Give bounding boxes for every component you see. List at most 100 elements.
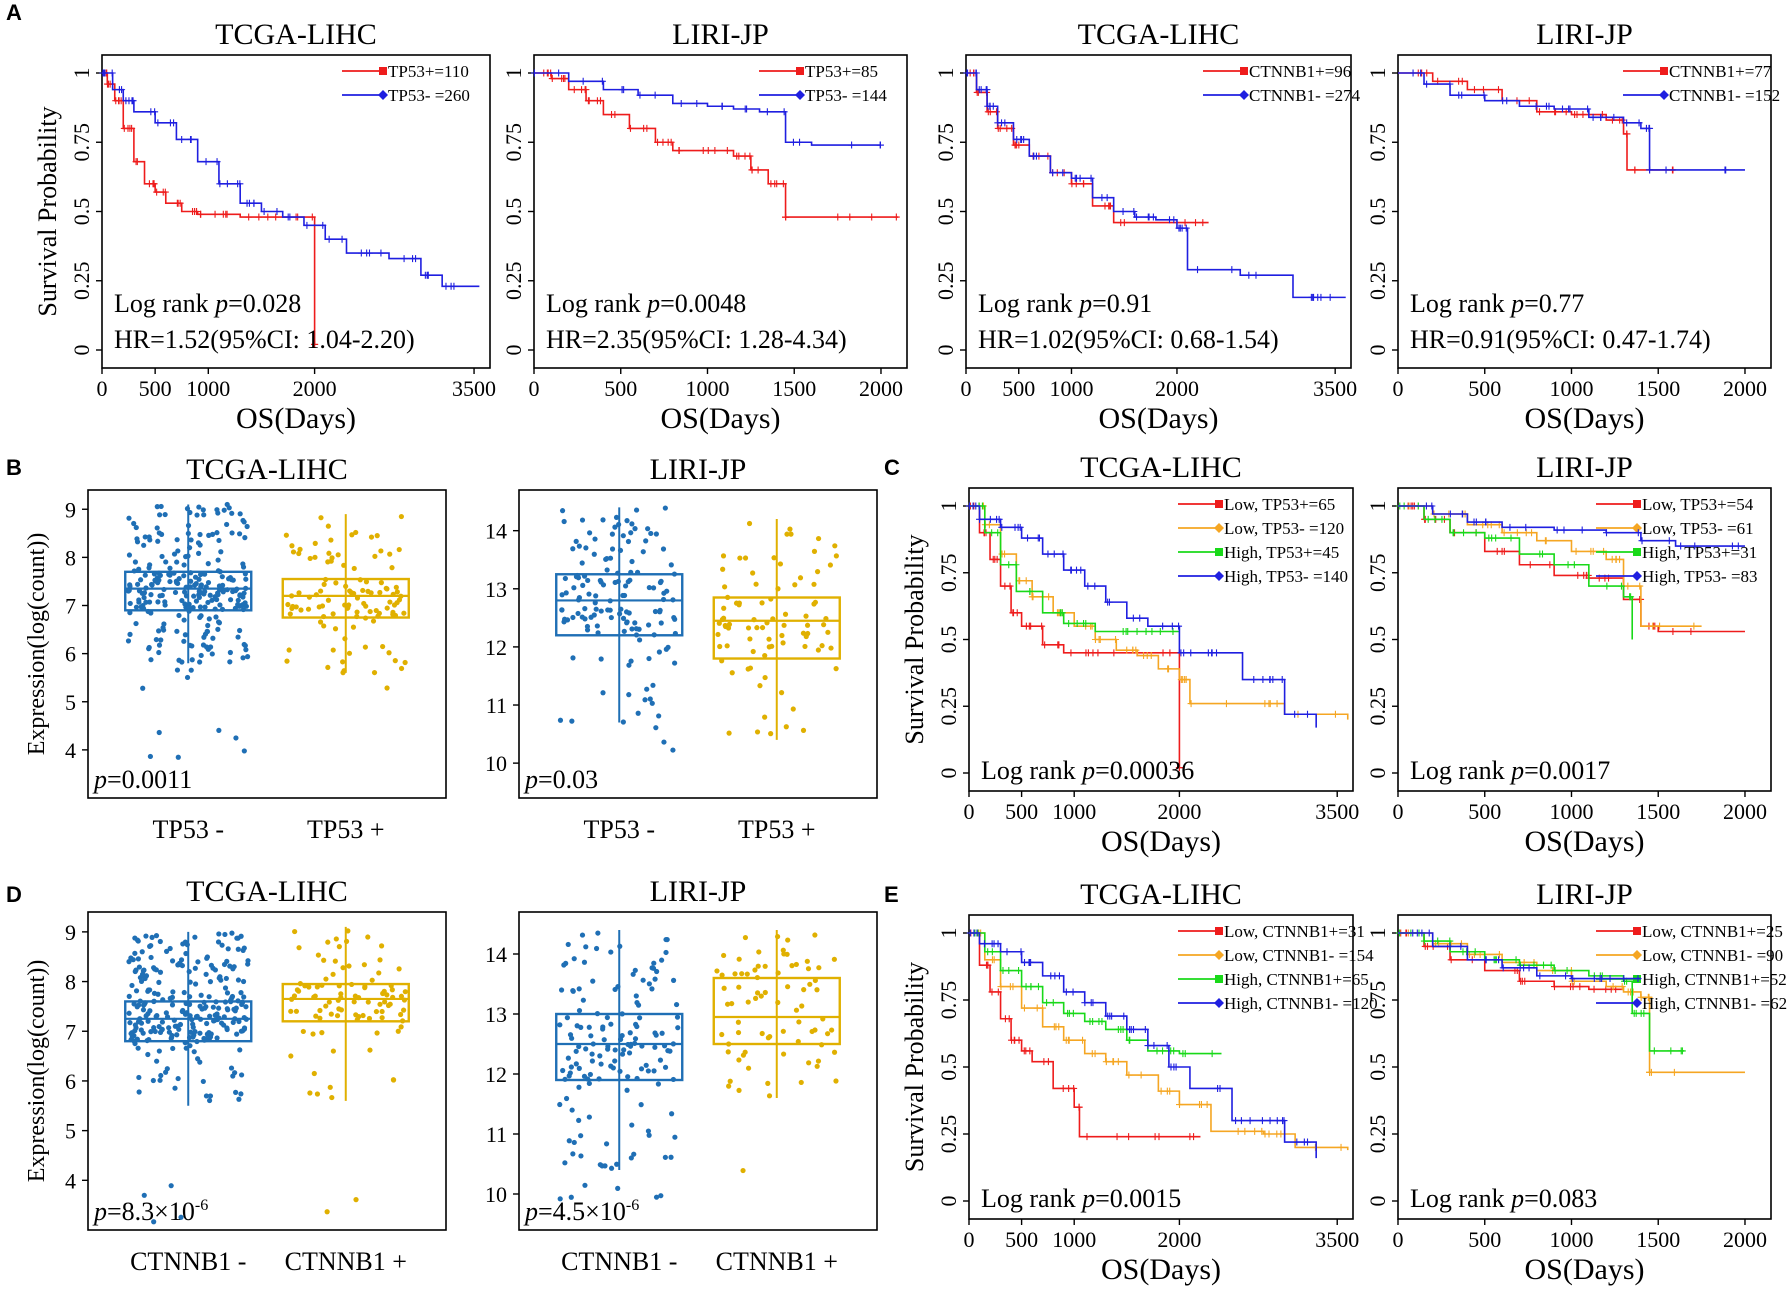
- censor-mark: [1691, 542, 1699, 550]
- data-point: [357, 577, 363, 583]
- data-point: [302, 983, 308, 989]
- censor-mark: [582, 86, 590, 94]
- data-point: [362, 615, 369, 621]
- data-point: [583, 1046, 589, 1052]
- legend-marker: [1632, 571, 1642, 581]
- data-point: [129, 982, 135, 989]
- censor-mark: [1069, 988, 1077, 996]
- data-point: [318, 588, 324, 594]
- data-point: [757, 683, 763, 689]
- censor-mark: [236, 180, 244, 188]
- data-point: [398, 665, 405, 672]
- y-tick-label: 1: [936, 501, 961, 512]
- x-tick-label: 1000: [1549, 376, 1593, 401]
- data-point: [354, 595, 361, 601]
- censor-mark: [1687, 627, 1695, 635]
- data-point: [716, 620, 722, 626]
- censor-mark: [1446, 510, 1454, 518]
- data-point: [147, 753, 153, 760]
- data-point: [643, 538, 649, 544]
- box-iqr: [281, 982, 410, 1023]
- data-point: [729, 1000, 735, 1007]
- data-point: [333, 936, 339, 942]
- x-tick-label: 0: [964, 1227, 975, 1252]
- data-point: [565, 1055, 571, 1061]
- data-point: [617, 1068, 623, 1074]
- data-point: [184, 506, 191, 512]
- censor-mark: [1140, 652, 1148, 660]
- censor-mark: [1026, 958, 1034, 966]
- censor-mark: [988, 529, 996, 537]
- data-point: [317, 619, 324, 625]
- censor-mark: [1104, 598, 1112, 606]
- data-point: [238, 1091, 244, 1097]
- data-point: [803, 613, 809, 619]
- stat-annotation: Log rank p=0.0048: [546, 289, 746, 318]
- censor-mark: [1049, 169, 1057, 177]
- data-point: [759, 624, 766, 631]
- legend-marker: [1215, 975, 1223, 983]
- data-point: [598, 608, 604, 614]
- data-point: [570, 546, 576, 552]
- censor-mark: [260, 208, 268, 215]
- data-point: [343, 938, 350, 944]
- censor-mark: [1166, 1087, 1174, 1095]
- censor-mark: [1035, 534, 1043, 542]
- data-point: [145, 1018, 151, 1024]
- data-point: [242, 535, 248, 541]
- censor-mark: [984, 948, 992, 956]
- censor-mark: [1250, 676, 1258, 684]
- censor-mark: [1062, 988, 1070, 996]
- plot-frame: [518, 489, 878, 799]
- data-point: [215, 590, 221, 596]
- data-point: [663, 949, 669, 956]
- y-tick-label: 1: [1365, 928, 1390, 939]
- data-point: [573, 1061, 579, 1067]
- censor-mark: [1055, 641, 1063, 649]
- data-point: [593, 945, 600, 952]
- data-point: [336, 944, 342, 950]
- data-point: [180, 1007, 186, 1014]
- censor-mark: [998, 523, 1006, 531]
- y-tick-label: 12: [485, 1062, 507, 1087]
- censor-mark: [1631, 166, 1639, 174]
- censor-mark: [1176, 1101, 1183, 1109]
- censor-mark: [1075, 1103, 1083, 1111]
- censor-mark: [1159, 1047, 1167, 1055]
- data-point: [367, 608, 373, 615]
- data-point: [721, 952, 727, 959]
- data-point: [133, 524, 139, 531]
- data-point: [151, 571, 158, 577]
- data-point: [775, 999, 781, 1006]
- data-point: [617, 1036, 624, 1042]
- legend-marker: [1215, 548, 1223, 556]
- censor-mark: [154, 119, 162, 127]
- censor-mark: [1460, 529, 1468, 537]
- censor-mark: [153, 188, 161, 196]
- y-tick-label: 0: [936, 1196, 961, 1207]
- data-point: [237, 627, 243, 634]
- data-point: [380, 643, 386, 650]
- censor-mark: [993, 108, 1001, 116]
- data-point: [354, 1017, 360, 1023]
- data-point: [736, 1087, 742, 1093]
- data-point: [148, 954, 154, 961]
- data-point: [174, 667, 181, 673]
- data-point: [803, 633, 809, 640]
- data-point: [831, 956, 837, 962]
- data-point: [128, 1030, 134, 1037]
- data-point: [158, 637, 164, 643]
- data-point: [235, 597, 241, 603]
- data-point: [614, 1161, 620, 1167]
- censor-mark: [284, 213, 292, 221]
- data-point: [136, 588, 143, 594]
- data-point: [832, 543, 838, 549]
- data-point: [567, 1032, 574, 1038]
- data-point: [141, 594, 147, 601]
- chart-b1: TCGA-LIHC456789Expression(log(count))TP5…: [24, 453, 447, 844]
- data-point: [557, 1101, 563, 1108]
- censor-mark: [1142, 627, 1150, 635]
- data-point: [737, 555, 743, 561]
